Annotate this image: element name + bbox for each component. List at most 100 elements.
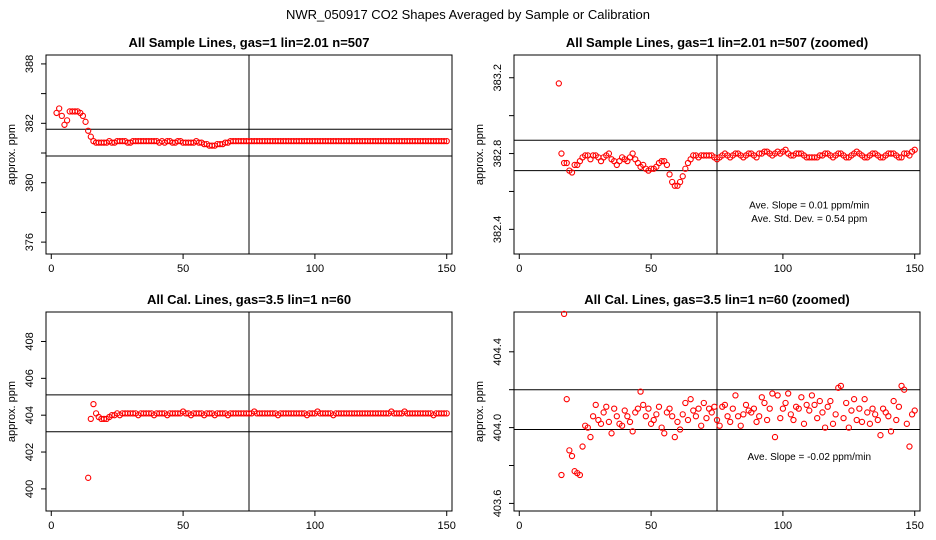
data-point [774, 392, 781, 399]
data-point [568, 452, 576, 460]
data-point [629, 428, 636, 435]
chart-panel-4: All Cal. Lines, gas=3.5 lin=1 n=60 (zoom… [474, 292, 924, 532]
data-point [837, 382, 845, 390]
x-tick-label: 150 [438, 520, 456, 532]
x-tick-label: 100 [306, 263, 324, 275]
data-point [806, 407, 813, 414]
data-point [600, 409, 607, 416]
data-point [866, 420, 874, 427]
x-tick-label: 50 [177, 263, 189, 275]
data-point [713, 416, 721, 424]
data-point [906, 443, 913, 450]
x-tick-label: 50 [645, 263, 657, 275]
chart-title: All Cal. Lines, gas=3.5 lin=1 n=60 (zoom… [584, 292, 850, 307]
data-point [443, 410, 450, 417]
x-tick-label: 100 [306, 520, 324, 532]
data-point [558, 150, 565, 157]
y-tick-label: 380 [24, 174, 36, 192]
data-point [737, 422, 744, 429]
data-point [785, 390, 792, 397]
data-point [761, 399, 768, 407]
chart-title: All Sample Lines, gas=1 lin=2.01 n=507 [129, 35, 370, 50]
data-point [734, 413, 742, 420]
data-point [679, 411, 686, 418]
data-point [440, 410, 448, 417]
data-point [58, 112, 65, 120]
data-point [695, 405, 702, 412]
data-point [864, 409, 871, 416]
data-point [808, 392, 816, 399]
data-point [877, 432, 884, 439]
y-tick-label: 382.8 [492, 140, 504, 168]
data-point [795, 150, 802, 157]
data-point [769, 390, 776, 397]
data-point [790, 416, 797, 424]
data-point [555, 80, 562, 87]
data-point [690, 152, 697, 159]
data-point [568, 169, 576, 176]
data-point [692, 413, 700, 420]
data-point [589, 413, 597, 420]
data-point [145, 410, 152, 417]
data-point [174, 410, 181, 417]
y-tick-label: 388 [24, 55, 36, 73]
data-point [674, 418, 681, 426]
data-point [53, 109, 60, 117]
data-point [618, 422, 626, 429]
data-point [100, 415, 108, 423]
data-point [690, 407, 697, 414]
data-point [829, 420, 837, 427]
data-point [758, 394, 765, 401]
data-point [721, 401, 729, 409]
data-point [724, 413, 731, 420]
data-point [298, 410, 305, 417]
data-point [642, 413, 649, 420]
data-point [911, 407, 918, 414]
data-point [687, 396, 694, 403]
data-point [798, 394, 805, 401]
data-point [703, 414, 710, 422]
data-point [874, 416, 881, 424]
data-point [592, 401, 599, 409]
data-point [666, 405, 673, 412]
data-point [669, 413, 676, 420]
data-point [85, 474, 92, 481]
x-tick-label: 100 [774, 520, 792, 532]
data-point [640, 401, 647, 409]
data-point [732, 150, 739, 157]
data-point [605, 150, 613, 157]
data-point [816, 152, 823, 159]
x-tick-label: 150 [438, 263, 456, 275]
y-tick-label: 404.4 [492, 338, 504, 366]
data-point [869, 405, 876, 412]
data-point [745, 150, 752, 157]
y-axis-label: approx. ppm [6, 381, 18, 442]
data-point [597, 420, 605, 427]
data-point [887, 150, 895, 157]
data-point [676, 426, 684, 433]
x-tick-label: 0 [48, 520, 54, 532]
data-point [566, 447, 573, 454]
data-point [727, 418, 734, 426]
y-tick-label: 400 [24, 480, 36, 498]
page-title: NWR_050917 CO2 Shapes Averaged by Sample… [286, 7, 650, 22]
y-axis-label: approx. ppm [474, 124, 486, 185]
data-point [845, 424, 852, 431]
data-point [787, 152, 794, 159]
data-point [90, 400, 97, 408]
data-point [647, 165, 655, 172]
data-point [79, 112, 87, 120]
data-point [777, 414, 784, 422]
data-point [827, 397, 834, 405]
data-point [108, 412, 116, 419]
y-tick-label: 382 [24, 114, 36, 132]
data-point [579, 443, 586, 450]
data-point [766, 405, 773, 412]
data-point [663, 161, 671, 169]
data-point [571, 161, 578, 169]
x-tick-label: 0 [48, 263, 54, 275]
data-point [560, 310, 568, 318]
data-point [732, 392, 739, 399]
data-point [705, 152, 713, 159]
